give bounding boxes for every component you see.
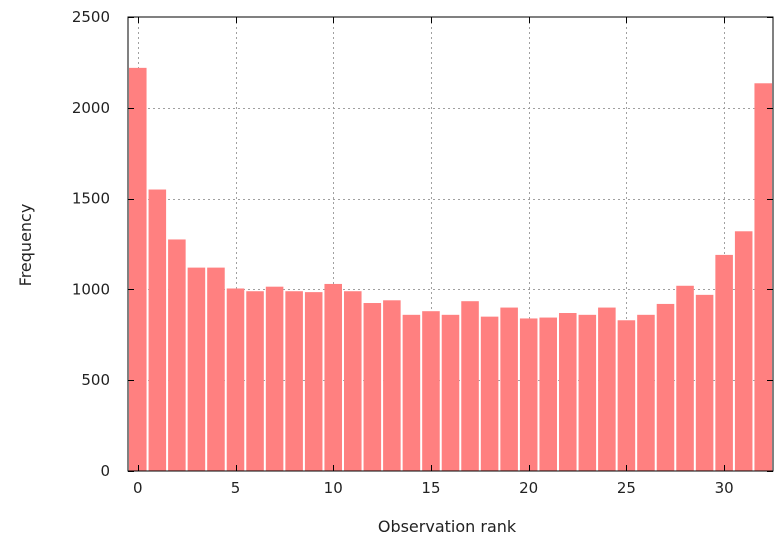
x-tick-label: 15: [421, 479, 440, 497]
bar: [754, 83, 772, 471]
bar: [285, 291, 303, 471]
bar: [519, 318, 538, 471]
bar: [129, 67, 147, 471]
bar: [324, 283, 342, 471]
bar: [676, 285, 694, 471]
bar: [383, 300, 401, 471]
x-tick-label: 30: [715, 479, 734, 497]
x-axis-label: Observation rank: [378, 517, 517, 536]
x-tick-label: 20: [519, 479, 538, 497]
bar: [187, 267, 206, 471]
plot-frame: [127, 16, 774, 472]
bar: [734, 231, 753, 471]
bar: [637, 314, 655, 471]
y-tick-labels: 0 500 1000 1500 2000 2500: [72, 8, 110, 480]
bar: [402, 314, 421, 471]
x-tick-label: 25: [617, 479, 636, 497]
bar: [363, 303, 382, 471]
y-tick-label: 0: [100, 462, 110, 480]
bar: [578, 314, 597, 471]
bar: [695, 294, 714, 471]
y-tick-label: 1000: [72, 280, 110, 298]
bar: [559, 313, 577, 471]
axis-ticks: [128, 17, 773, 472]
y-tick-label: 1500: [72, 190, 110, 208]
x-tick-label: 10: [324, 479, 343, 497]
bar: [539, 317, 557, 471]
bar: [207, 267, 225, 471]
bar: [226, 288, 245, 471]
x-tick-labels: 0 5 10 15 20 25 30: [133, 479, 734, 497]
bar: [168, 239, 186, 471]
bar: [656, 303, 675, 471]
x-tick-label: 5: [231, 479, 241, 497]
y-tick-label: 2000: [72, 99, 110, 117]
bar: [715, 254, 733, 471]
bar: [461, 301, 479, 471]
y-axis-label: Frequency: [16, 204, 35, 287]
bar: [617, 320, 636, 471]
bar: [265, 286, 284, 471]
y-tick-label: 2500: [72, 8, 110, 26]
x-tick-label: 0: [133, 479, 143, 497]
bars: [129, 67, 772, 471]
bar: [480, 316, 499, 471]
bar: [148, 189, 167, 471]
bar: [441, 314, 460, 471]
bar: [422, 311, 440, 471]
bar: [304, 292, 323, 471]
bar: [598, 307, 616, 471]
bar: [246, 291, 264, 471]
bar: [500, 307, 518, 471]
y-tick-label: 500: [81, 371, 110, 389]
bar: [344, 291, 362, 471]
